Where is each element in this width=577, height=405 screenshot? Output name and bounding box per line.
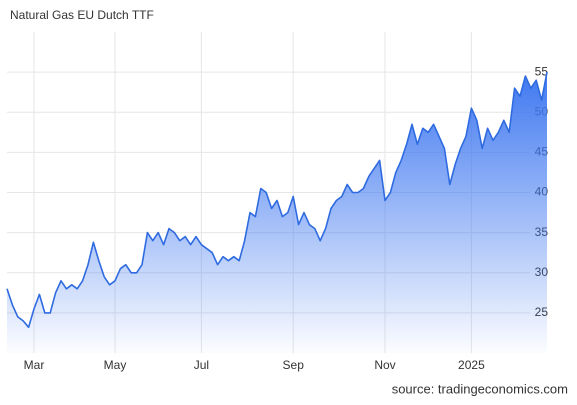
- x-tick-label: Mar: [24, 358, 45, 372]
- chart-title: Natural Gas EU Dutch TTF: [10, 8, 154, 22]
- line: [6, 71, 548, 329]
- x-tick-label: Nov: [374, 358, 395, 372]
- x-tick-label: Jul: [194, 358, 209, 372]
- y-tick-label: 55: [535, 64, 549, 78]
- area: [7, 72, 547, 353]
- x-tick-label: May: [104, 358, 127, 372]
- x-tick-label: 2025: [458, 358, 485, 372]
- x-tick-label: Sep: [283, 358, 305, 372]
- source: source: tradingeconomics.com: [392, 381, 568, 396]
